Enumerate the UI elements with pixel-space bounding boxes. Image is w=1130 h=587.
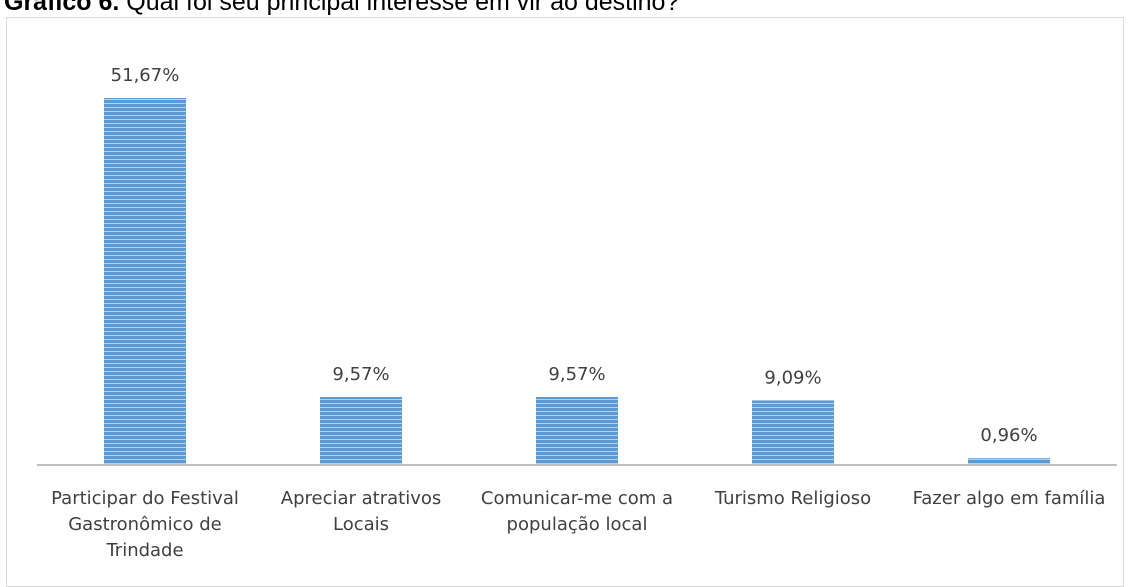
bar [536,397,618,465]
bar [320,397,402,465]
category-label-line: Comunicar-me com a [481,488,673,509]
bar [752,400,834,465]
caption-number: Gráfico 6. [4,0,120,16]
data-label: 51,67% [111,65,180,86]
category-label: Comunicar-me com a população local [481,488,673,535]
category-label: Fazer algo em família [913,488,1106,509]
category-label-line: Fazer algo em família [913,488,1106,509]
category-label: Apreciar atrativos Locais [281,488,442,535]
data-label: 9,09% [764,367,821,388]
data-label: 0,96% [980,425,1037,446]
category-label: Participar do Festival Gastronômico de Tri… [51,488,239,561]
category-label-line: população local [507,514,648,535]
bar [104,98,186,465]
caption-text: Qual foi seu principal interesse em vir … [119,0,680,16]
category-label-line: Apreciar atrativos [281,488,442,509]
category-label-line: Trindade [105,540,183,561]
data-label: 9,57% [332,364,389,385]
category-label-line: Participar do Festival [51,488,239,509]
chart-caption: Gráfico 6. Qual foi seu principal intere… [4,0,679,17]
category-label-line: Turismo Religioso [714,488,871,509]
category-label: Turismo Religioso [714,488,871,509]
bar [968,458,1050,465]
category-label-line: Locais [333,514,389,535]
data-label: 9,57% [548,364,605,385]
category-label-line: Gastronômico de [68,514,222,535]
